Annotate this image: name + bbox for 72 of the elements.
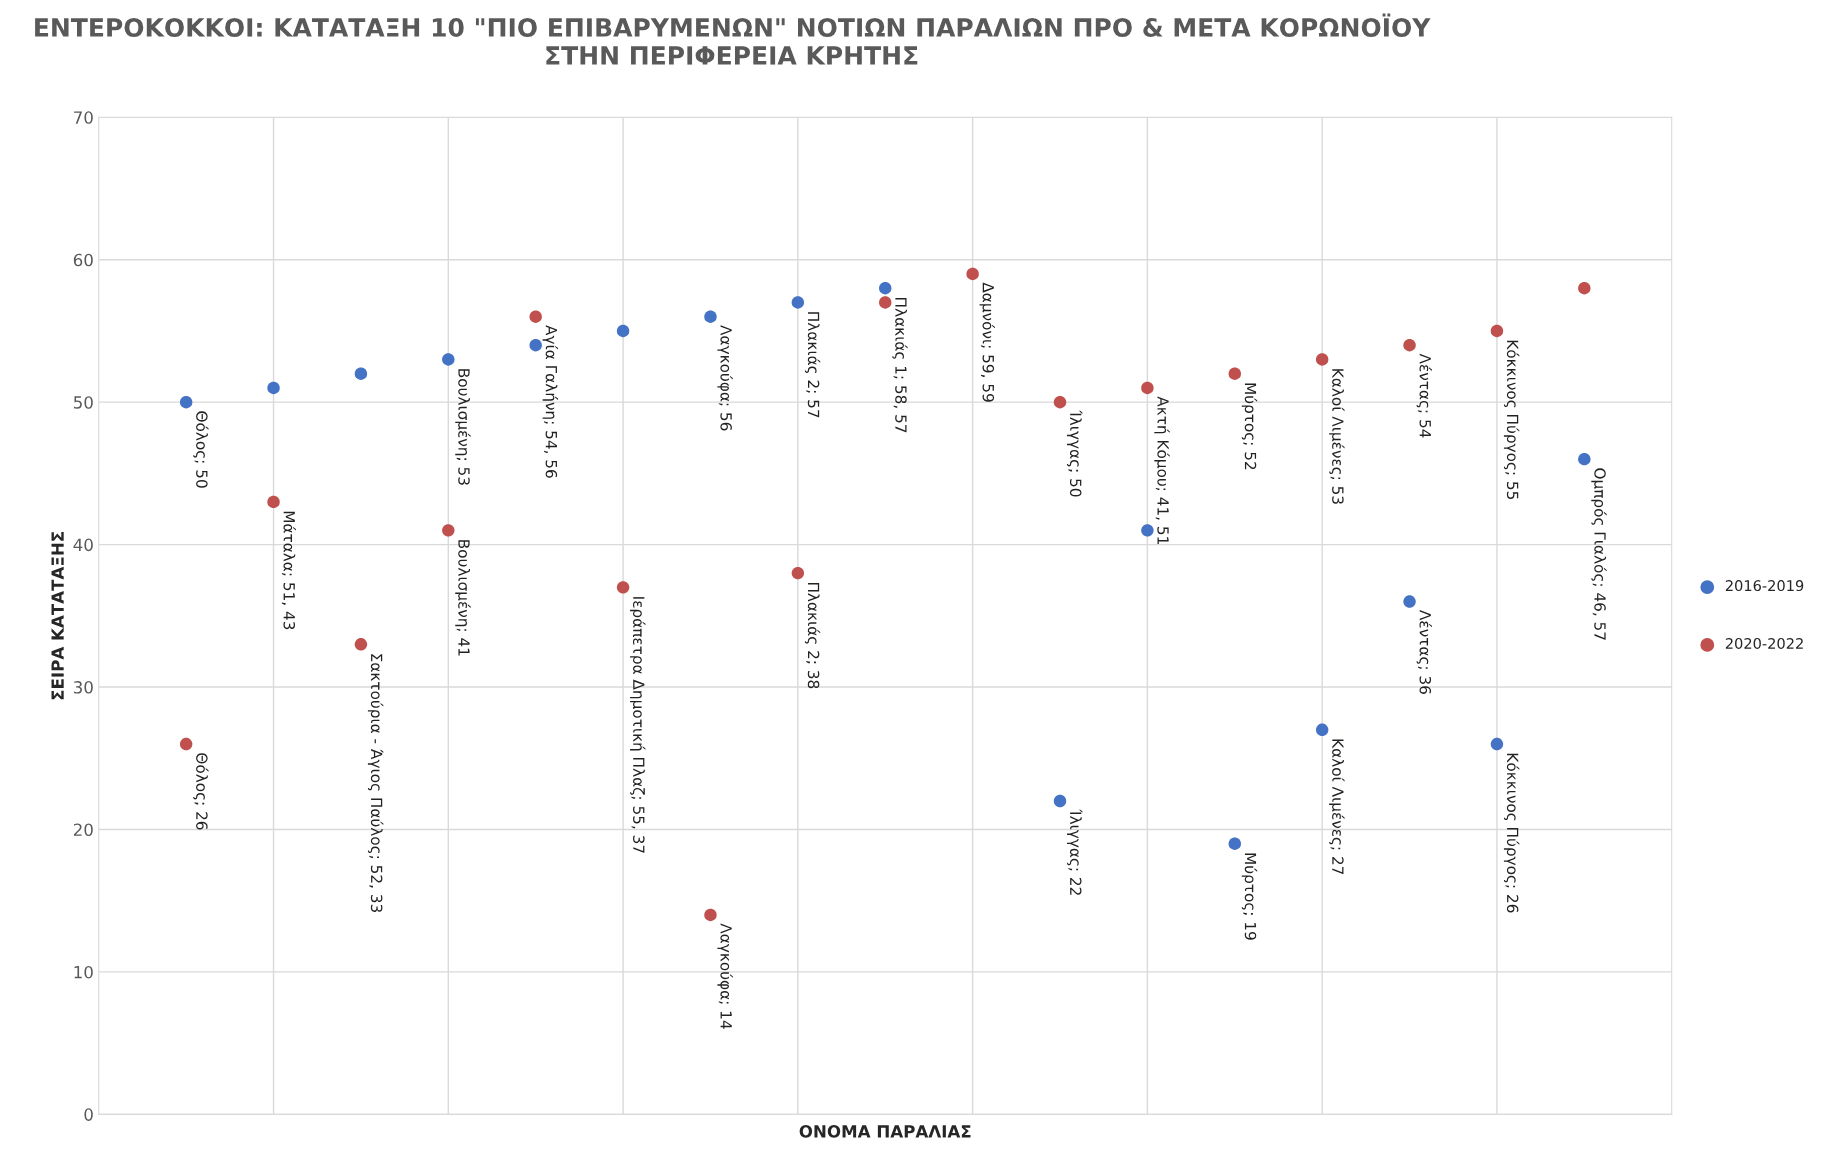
data-label: Σακτούρια - Άγιος Παύλος; 52, 33 — [367, 654, 384, 913]
point — [179, 737, 193, 751]
point — [267, 381, 280, 395]
point — [1053, 794, 1067, 808]
data-label: Ίλιγγας; 50 — [1066, 410, 1083, 497]
point — [791, 566, 805, 580]
data-label: Καλοί Λιμένες; 53 — [1329, 369, 1345, 504]
data-label: Κόκκινος Πύργος; 26 — [1503, 753, 1520, 913]
point — [179, 395, 193, 409]
data-label: Βουλισμένη; 41 — [455, 540, 471, 656]
data-label: Ιεράπετρα Δημοτική Πλαζ; 55, 37 — [630, 597, 646, 853]
point — [879, 282, 892, 295]
point — [1490, 737, 1504, 751]
data-label: Δαμνόνι; 59, 59 — [979, 282, 995, 402]
y-tick-label: 60 — [73, 253, 93, 267]
point — [529, 310, 542, 323]
data-label: Κόκκινος Πύργος; 55 — [1503, 340, 1520, 500]
point — [1228, 367, 1241, 380]
y-tick-label: 50 — [73, 396, 93, 409]
data-label: Ίλιγγας; 22 — [1066, 809, 1083, 895]
point — [1141, 381, 1154, 395]
point — [1228, 837, 1241, 850]
data-label: Καλοί Λιμένες; 27 — [1329, 739, 1345, 875]
point — [354, 367, 368, 380]
point — [704, 908, 717, 922]
y-tick-label: 0 — [84, 1108, 93, 1121]
point — [529, 338, 542, 352]
point — [1141, 524, 1154, 537]
y-tick-label: 30 — [73, 681, 93, 694]
data-label: Μάταλα; 51, 43 — [281, 511, 296, 630]
data-label: Ομπρός Γιαλός; 46, 57 — [1591, 468, 1607, 640]
data-label: Αγία Γαλήνη; 54, 56 — [542, 325, 559, 478]
point — [442, 524, 455, 537]
x-axis-title: ΟΝΟΜΑ ΠΑΡΑΛΙΑΣ — [799, 1125, 971, 1138]
point — [791, 296, 805, 309]
y-tick-label: 10 — [74, 965, 93, 979]
data-label: Λέντας; 36 — [1416, 610, 1432, 694]
point — [1315, 353, 1329, 366]
point — [1578, 452, 1591, 466]
data-label: Λέντας; 54 — [1416, 353, 1432, 438]
data-label: Ακτή Κόμου; 41, 51 — [1154, 396, 1170, 544]
data-label: Βουλισμένη; 53 — [455, 369, 471, 485]
chart-title: ΕΝΤΕΡΟΚΟΚΚΟΙ: ΚΑΤΑΤΑΞΗ 10 "ΠΙΟ ΕΠΙΒΑΡΥΜΕΝΩΝ" ΝΟΤΙΩΝ ΠΑΡΑΛΙΩΝ ΠΡΟ & ΜΕΤΑ ΚΟΡΩΝΟΪΟΥ ΣΤΗΝ ΠΕΡΙΦΕΡΕΙΑ ΚΡΗΤΗΣ — [35, 13, 1431, 65]
y-tick-label: 70 — [74, 111, 93, 124]
point — [966, 267, 979, 281]
data-label: Λαγκούφα; 14 — [717, 923, 733, 1029]
point — [1490, 324, 1504, 338]
data-label: Πλακιάς 2; 57 — [804, 312, 821, 418]
point — [1578, 282, 1591, 295]
data-label: Μύρτος; 52 — [1241, 383, 1258, 470]
data-label: Πλακιάς 1; 58, 57 — [892, 298, 908, 433]
y-axis-title: ΣΕΙΡΑ ΚΑΤΑΤΑΞΗΣ — [51, 532, 64, 700]
point — [1053, 395, 1067, 409]
point — [1403, 595, 1416, 608]
point — [616, 324, 630, 338]
y-tick-label: 40 — [73, 538, 93, 552]
data-label: Μύρτος; 19 — [1241, 853, 1258, 940]
y-tick-label: 20 — [73, 823, 93, 837]
point — [616, 581, 630, 594]
point — [267, 495, 280, 509]
data-label: Πλακιάς 2; 38 — [804, 582, 821, 689]
data-label: Λαγκούφα; 56 — [717, 325, 733, 431]
data-label: Θόλος; 50 — [193, 411, 209, 488]
data-label: Θόλος; 26 — [193, 753, 209, 830]
point — [1315, 723, 1329, 736]
point — [354, 638, 368, 651]
point — [704, 310, 717, 323]
point — [879, 296, 892, 309]
point — [442, 353, 455, 366]
point — [1403, 338, 1416, 352]
legend-label: 2020-2022 — [1725, 637, 1803, 649]
legend-label: 2016-2019 — [1725, 580, 1804, 592]
